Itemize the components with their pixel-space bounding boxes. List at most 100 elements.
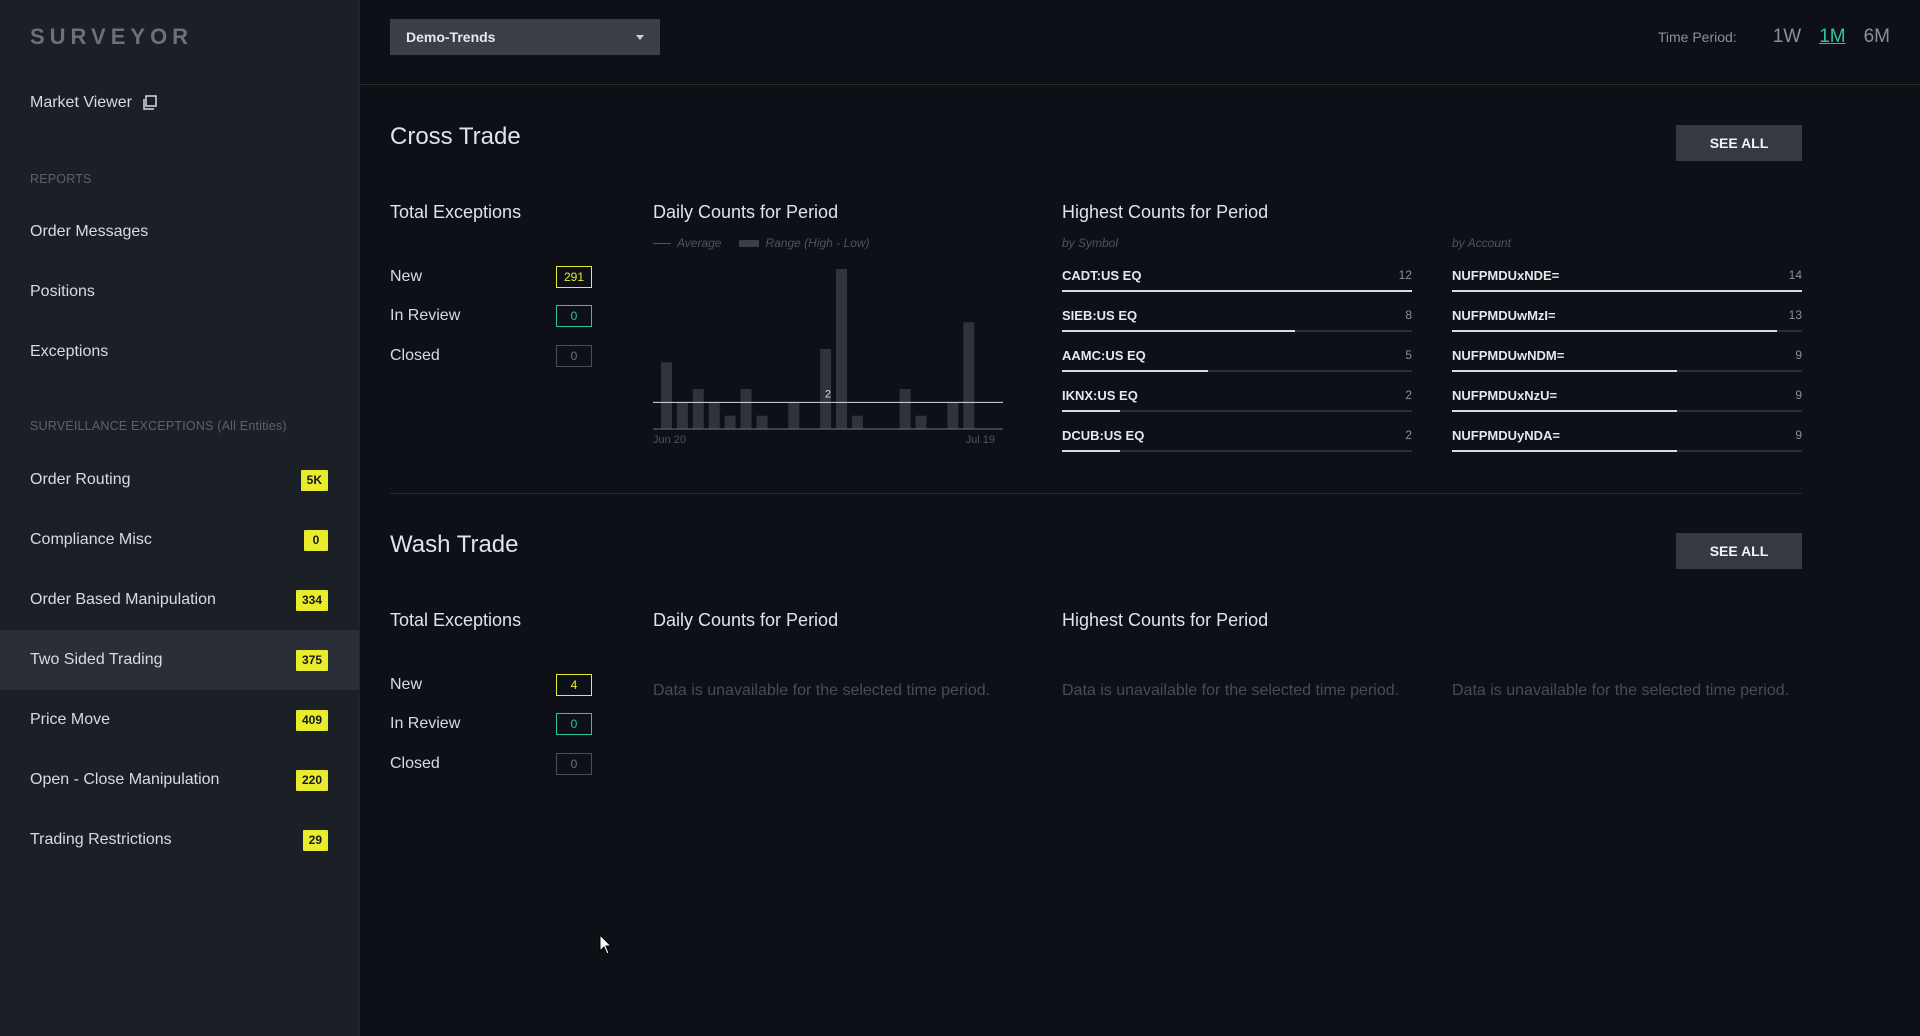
account-row[interactable]: NUFPMDUxNzU= 9 bbox=[1452, 386, 1802, 412]
daily-counts-chart: 2 Jun 20 Jul 19 bbox=[653, 269, 1003, 446]
total-exceptions-title: Total Exceptions bbox=[390, 610, 522, 630]
chart-bar bbox=[899, 389, 911, 429]
chart-bar bbox=[915, 415, 927, 429]
sidebar-item-label: Two Sided Trading bbox=[30, 651, 163, 668]
sidebar-item-order-messages[interactable]: Order Messages bbox=[0, 202, 359, 262]
progress-fill bbox=[1062, 330, 1296, 332]
chart-bar bbox=[740, 389, 752, 429]
chart-bar bbox=[692, 389, 704, 429]
symbol-name: DCUB:US EQ bbox=[1062, 428, 1145, 443]
account-name: NUFPMDUwMzI= bbox=[1452, 308, 1556, 323]
symbol-row[interactable]: AAMC:US EQ 5 bbox=[1062, 346, 1412, 372]
account-row[interactable]: NUFPMDUyNDA= 9 bbox=[1452, 426, 1802, 452]
sidebar-item-positions[interactable]: Positions bbox=[0, 262, 359, 322]
by-symbol-label: by Symbol bbox=[1062, 236, 1119, 250]
count-badge: 0 bbox=[304, 529, 328, 551]
account-row[interactable]: NUFPMDUxNDE= 14 bbox=[1452, 266, 1802, 292]
sidebar-item-label: Compliance Misc bbox=[30, 531, 152, 548]
progress-fill bbox=[1452, 410, 1677, 412]
chart-bar bbox=[708, 402, 720, 429]
progress-fill bbox=[1062, 290, 1412, 292]
view-select-value: Demo-Trends bbox=[406, 29, 496, 45]
header-bar: Demo-Trends Time Period: 1W 1M 6M bbox=[360, 0, 1920, 85]
chart-bar bbox=[756, 415, 768, 429]
time-option-1m[interactable]: 1M bbox=[1819, 26, 1846, 47]
symbol-name: IKNX:US EQ bbox=[1062, 388, 1138, 403]
legend-range-label: Range (High - Low) bbox=[765, 236, 870, 250]
symbol-row[interactable]: SIEB:US EQ 8 bbox=[1062, 306, 1412, 332]
progress-fill bbox=[1452, 330, 1777, 332]
exception-label: In Review bbox=[390, 307, 461, 324]
wash-trade-title: Wash Trade bbox=[390, 531, 519, 558]
account-value: 9 bbox=[1795, 348, 1802, 362]
exception-label: Closed bbox=[390, 755, 440, 772]
sidebar-item-compliance-misc[interactable]: Compliance Misc 0 bbox=[0, 510, 359, 570]
symbol-row[interactable]: CADT:US EQ 12 bbox=[1062, 266, 1412, 292]
progress-fill bbox=[1452, 450, 1677, 452]
range-swatch bbox=[739, 239, 760, 247]
wash-trade-see-all-button[interactable]: SEE ALL bbox=[1676, 533, 1802, 569]
symbol-row[interactable]: DCUB:US EQ 2 bbox=[1062, 426, 1412, 452]
exception-row-closed[interactable]: Closed 0 bbox=[390, 345, 592, 367]
count-badge: 5K bbox=[300, 469, 328, 491]
market-viewer-label: Market Viewer bbox=[30, 94, 132, 111]
sidebar-item-label: Order Routing bbox=[30, 471, 131, 488]
average-line-swatch bbox=[653, 242, 671, 244]
x-axis-end-label: Jul 19 bbox=[966, 434, 995, 446]
account-value: 9 bbox=[1795, 388, 1802, 402]
x-axis-start-label: Jun 20 bbox=[653, 434, 686, 446]
account-value: 9 bbox=[1795, 428, 1802, 442]
sidebar-item-order-based-manipulation[interactable]: Order Based Manipulation 334 bbox=[0, 570, 359, 630]
exception-label: Closed bbox=[390, 347, 440, 364]
mouse-cursor-icon bbox=[599, 933, 613, 961]
symbol-value: 8 bbox=[1405, 308, 1412, 322]
market-viewer-link[interactable]: Market Viewer bbox=[30, 94, 158, 112]
sidebar-item-price-move[interactable]: Price Move 409 bbox=[0, 690, 359, 750]
account-row[interactable]: NUFPMDUwMzI= 13 bbox=[1452, 306, 1802, 332]
exception-row-in-review[interactable]: In Review 0 bbox=[390, 305, 592, 327]
symbol-name: AAMC:US EQ bbox=[1062, 348, 1146, 363]
progress-fill bbox=[1062, 410, 1121, 412]
total-exceptions-title: Total Exceptions bbox=[390, 202, 522, 222]
account-name: NUFPMDUwNDM= bbox=[1452, 348, 1565, 363]
symbol-name: CADT:US EQ bbox=[1062, 268, 1142, 283]
sidebar-item-two-sided-trading[interactable]: Two Sided Trading 375 bbox=[0, 630, 359, 690]
exception-row-new[interactable]: New 4 bbox=[390, 674, 592, 696]
account-name: NUFPMDUyNDA= bbox=[1452, 428, 1560, 443]
sidebar-item-open-close-manipulation[interactable]: Open - Close Manipulation 220 bbox=[0, 750, 359, 810]
chart-bar bbox=[836, 269, 847, 429]
account-row[interactable]: NUFPMDUwNDM= 9 bbox=[1452, 346, 1802, 372]
progress-track bbox=[1062, 410, 1412, 412]
symbol-value: 2 bbox=[1405, 428, 1412, 442]
section-divider bbox=[390, 493, 1802, 494]
cross-trade-title: Cross Trade bbox=[390, 123, 521, 150]
open-window-icon bbox=[142, 95, 158, 111]
exception-row-closed[interactable]: Closed 0 bbox=[390, 753, 592, 775]
chart-bar bbox=[661, 362, 672, 429]
time-option-6m[interactable]: 6M bbox=[1863, 26, 1890, 47]
time-option-1w[interactable]: 1W bbox=[1772, 26, 1802, 47]
chevron-down-icon bbox=[636, 34, 644, 40]
view-select[interactable]: Demo-Trends bbox=[390, 19, 660, 55]
app-logo: SURVEYOR bbox=[30, 24, 194, 49]
symbol-row[interactable]: IKNX:US EQ 2 bbox=[1062, 386, 1412, 412]
sidebar-item-exceptions[interactable]: Exceptions bbox=[0, 322, 359, 382]
count-badge: 375 bbox=[295, 649, 328, 671]
highest-counts-title: Highest Counts for Period bbox=[1062, 610, 1269, 630]
sidebar-item-trading-restrictions[interactable]: Trading Restrictions 29 bbox=[0, 810, 359, 870]
exception-row-in-review[interactable]: In Review 0 bbox=[390, 713, 592, 735]
time-period-label: Time Period: bbox=[1657, 29, 1737, 45]
surveillance-section-label: SURVEILLANCE EXCEPTIONS (All Entities) bbox=[30, 419, 287, 433]
sidebar-item-order-routing[interactable]: Order Routing 5K bbox=[0, 450, 359, 510]
closed-count-box: 0 bbox=[556, 753, 592, 775]
count-badge: 220 bbox=[295, 769, 328, 791]
new-count-box: 291 bbox=[556, 266, 592, 288]
count-badge: 29 bbox=[302, 829, 328, 851]
daily-counts-title: Daily Counts for Period bbox=[653, 610, 839, 630]
daily-unavailable-message: Data is unavailable for the selected tim… bbox=[653, 682, 991, 699]
symbol-value: 2 bbox=[1405, 388, 1412, 402]
exception-row-new[interactable]: New 291 bbox=[390, 266, 592, 288]
cross-trade-see-all-button[interactable]: SEE ALL bbox=[1676, 125, 1802, 161]
symbol-name: SIEB:US EQ bbox=[1062, 308, 1138, 323]
symbol-value: 5 bbox=[1405, 348, 1412, 362]
